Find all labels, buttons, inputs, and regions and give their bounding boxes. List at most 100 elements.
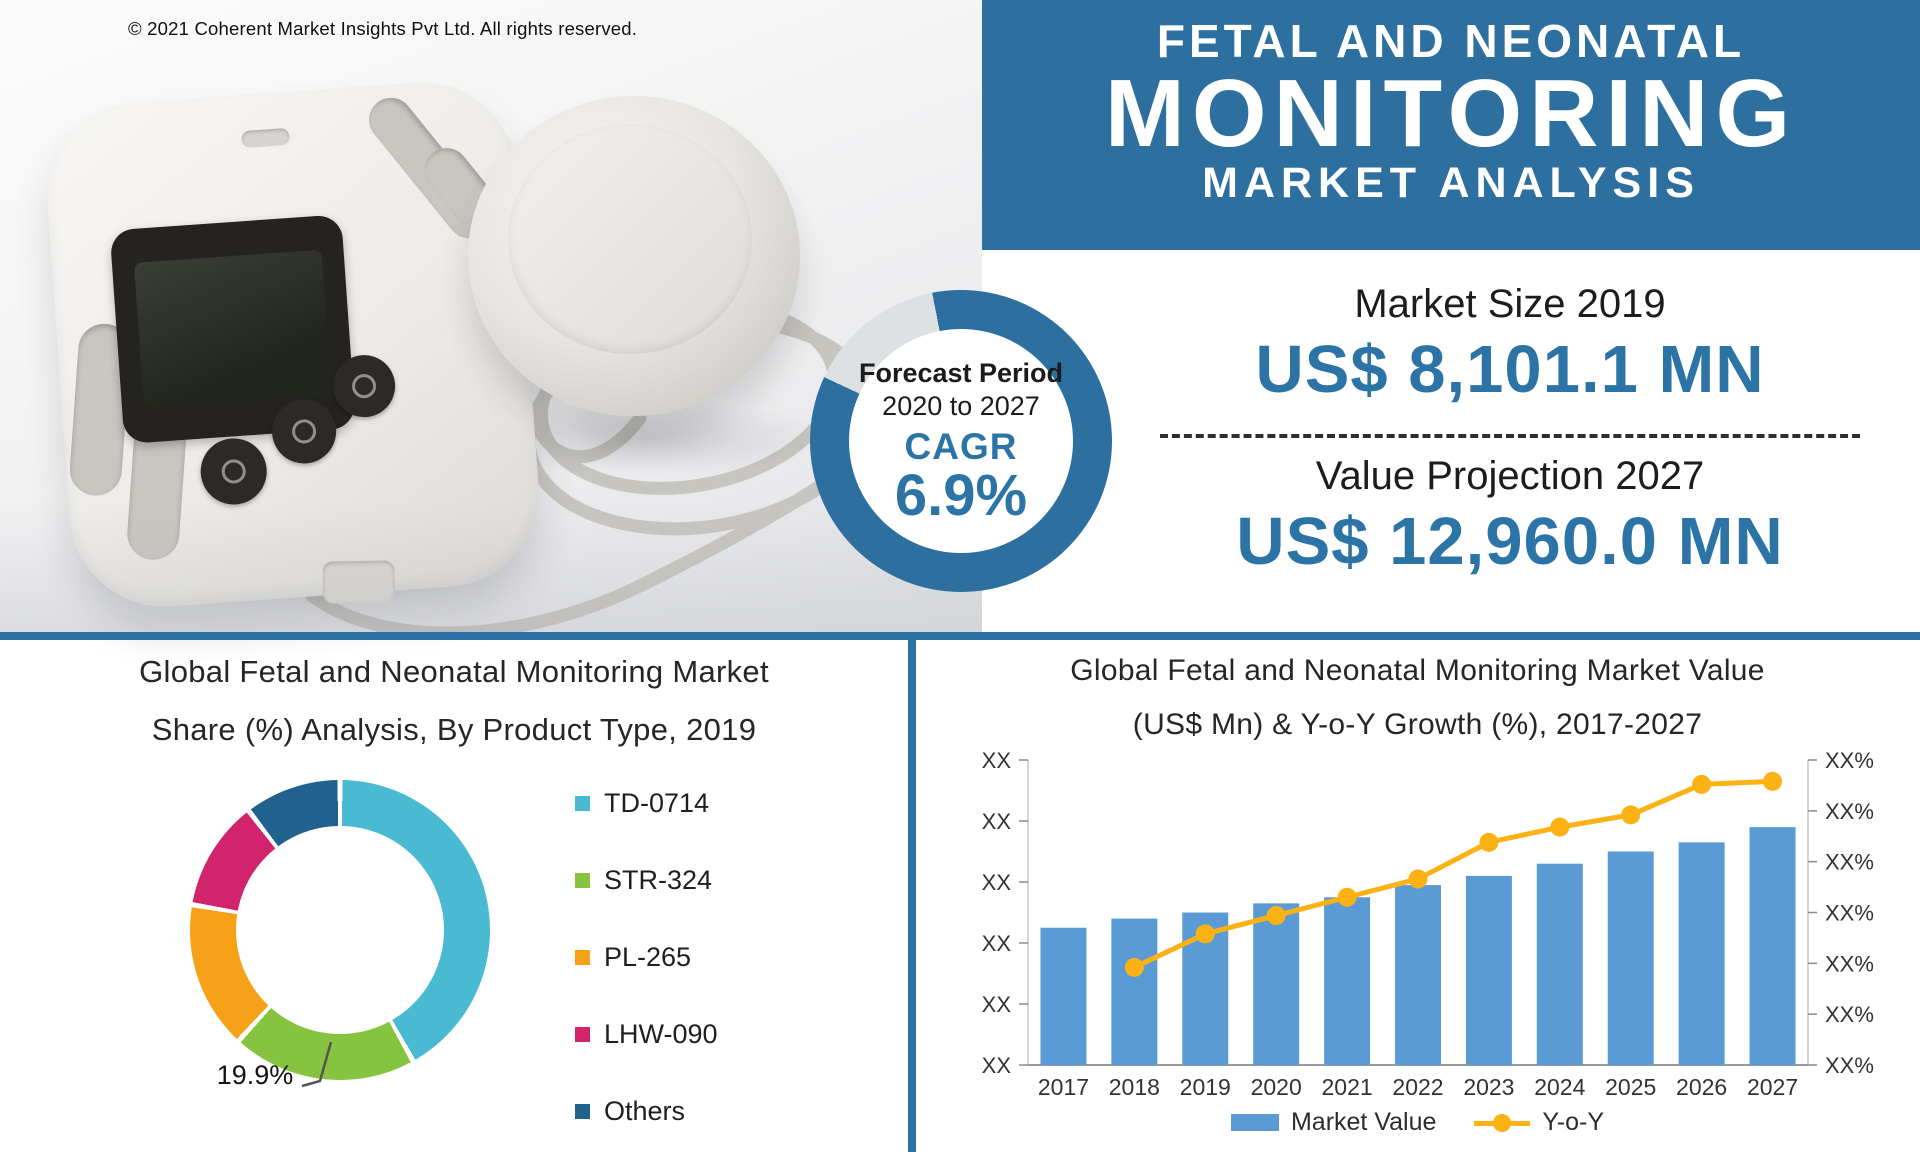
right-axis-tick-label: XX% — [1825, 850, 1874, 875]
cagr-badge-inner: Forecast Period 2020 to 2027 CAGR 6.9% — [849, 329, 1073, 553]
forecast-period-label: Forecast Period — [858, 358, 1064, 389]
right-axis-tick-label: XX% — [1825, 951, 1874, 976]
x-axis-year-label: 2017 — [1038, 1074, 1089, 1100]
ultrasound-transducer — [468, 96, 800, 416]
legend-swatch — [575, 1027, 590, 1042]
copyright-text: © 2021 Coherent Market Insights Pvt Ltd.… — [128, 18, 638, 39]
donut-legend-item: STR-324 — [575, 865, 718, 896]
market-stats: Market Size 2019 US$ 8,101.1 MN Value Pr… — [1120, 252, 1900, 632]
x-axis-year-label: 2019 — [1180, 1074, 1231, 1100]
projection-label: Value Projection 2027 — [1315, 454, 1705, 498]
title-line3: MARKET ANALYSIS — [1202, 158, 1700, 207]
right-axis-tick-label: XX% — [1825, 1002, 1874, 1027]
market-size-label: Market Size 2019 — [1354, 282, 1666, 326]
barline-chart: XX XX XX XX XX XX XX% XX% XX% XX% XX% XX% XX% 2017 201… — [982, 748, 1874, 1100]
yoy-legend-label: Y-o-Y — [1542, 1108, 1605, 1136]
product-share-chart-panel: Global Fetal and Neonatal Monitoring Mar… — [0, 640, 908, 1152]
legend-swatch — [575, 950, 590, 965]
yoy-growth-line — [1131, 778, 1776, 970]
product-photo-area: © 2021 Coherent Market Insights Pvt Ltd.… — [0, 0, 982, 632]
device-shadow — [70, 545, 510, 609]
transducer-face — [508, 124, 752, 354]
yoy-data-marker — [1337, 887, 1357, 907]
title-line1: FETAL AND NEONATAL — [1156, 15, 1746, 67]
legend-label: STR-324 — [604, 865, 713, 895]
yoy-data-marker — [1692, 774, 1712, 794]
cagr-badge: Forecast Period 2020 to 2027 CAGR 6.9% — [810, 290, 1112, 592]
yoy-data-marker — [1195, 924, 1215, 944]
market-value-bar — [1749, 827, 1796, 1065]
market-value-bar — [1395, 885, 1441, 1065]
x-axis-year-label: 2022 — [1392, 1074, 1443, 1100]
x-axis-year-label: 2020 — [1251, 1074, 1302, 1100]
legend-item-market-value: Market Value — [1230, 1108, 1437, 1137]
market-value-bar — [1607, 851, 1654, 1065]
market-size-value: US$ 8,101.1 MN — [1255, 332, 1765, 407]
market-value-bar — [1678, 842, 1725, 1065]
market-value-legend-label: Market Value — [1290, 1108, 1437, 1136]
donut-legend: TD-0714 STR-324 PL-265 LHW-090 Others — [575, 788, 718, 1127]
market-value-bar — [1324, 897, 1371, 1065]
forecast-period-range: 2020 to 2027 — [882, 391, 1040, 422]
x-axis-year-label: 2018 — [1109, 1074, 1160, 1100]
donut-hole — [236, 826, 444, 1034]
x-axis-year-label: 2025 — [1605, 1074, 1656, 1100]
x-axis-year-label: 2021 — [1322, 1074, 1373, 1100]
donut-legend-item: LHW-090 — [575, 1019, 718, 1050]
yoy-data-marker — [1763, 771, 1783, 791]
right-axis-tick-label: XX% — [1825, 748, 1874, 773]
market-value-swatch — [1230, 1114, 1279, 1131]
right-axis-tick-label: XX% — [1825, 799, 1874, 824]
donut-legend-item: TD-0714 — [575, 788, 718, 819]
device-led — [240, 127, 291, 149]
yoy-data-marker — [1479, 832, 1499, 852]
donut-chart-title-line2: Share (%) Analysis, By Product Type, 201… — [151, 712, 757, 747]
market-value-chart-panel: Global Fetal and Neonatal Monitoring Mar… — [915, 640, 1920, 1152]
market-value-bar — [1465, 875, 1512, 1065]
left-axis-tick-label: XX — [982, 870, 1012, 895]
legend-swatch — [575, 1104, 590, 1119]
legend-label: TD-0714 — [604, 788, 710, 818]
market-value-bar — [1040, 927, 1087, 1065]
left-axis-tick-label: XX — [982, 748, 1012, 773]
yoy-data-marker — [1550, 817, 1570, 837]
donut-legend-item: Others — [575, 1096, 718, 1127]
x-axis-year-label: 2023 — [1463, 1074, 1514, 1100]
title-line2: MONITORING — [1104, 60, 1798, 167]
left-axis-tick-label: XX — [982, 992, 1012, 1017]
yoy-data-marker — [1124, 957, 1144, 977]
yoy-data-marker — [1266, 906, 1286, 926]
left-axis-tick-label: XX — [982, 931, 1012, 956]
horizontal-divider — [0, 632, 1920, 640]
donut-chart — [190, 780, 490, 1080]
left-axis-tick-label: XX — [982, 809, 1012, 834]
donut-legend-item: PL-265 — [575, 942, 718, 973]
x-axis-year-label: 2024 — [1534, 1074, 1585, 1100]
yoy-data-marker — [1621, 805, 1641, 825]
cagr-value: 6.9% — [894, 463, 1028, 529]
barline-chart-title-line2: (US$ Mn) & Y-o-Y Growth (%), 2017-2027 — [1132, 708, 1703, 741]
projection-value: US$ 12,960.0 MN — [1236, 504, 1784, 579]
x-axis-year-label: 2026 — [1676, 1074, 1727, 1100]
legend-label: Others — [604, 1096, 686, 1126]
cagr-label: CAGR — [904, 426, 1018, 468]
legend-item-yoy: Y-o-Y — [1474, 1108, 1604, 1137]
vertical-divider — [908, 640, 916, 1152]
yoy-swatch — [1474, 1113, 1531, 1132]
market-value-bar — [1536, 863, 1583, 1065]
legend-swatch — [575, 796, 590, 811]
yoy-data-marker — [1408, 869, 1428, 889]
legend-label: PL-265 — [604, 942, 692, 972]
power-button-icon — [198, 436, 269, 507]
title-banner: FETAL AND NEONATAL MONITORING MARKET ANA… — [982, 0, 1920, 250]
right-axis-tick-label: XX% — [1825, 901, 1874, 926]
cable-connector — [322, 560, 396, 604]
legend-swatch — [575, 873, 590, 888]
fetal-monitor-device — [40, 76, 556, 613]
market-value-bar — [1253, 903, 1300, 1065]
dashed-divider — [1160, 434, 1860, 438]
right-axis-tick-label: XX% — [1825, 1053, 1874, 1078]
legend-label: LHW-090 — [604, 1019, 718, 1049]
barline-legend: Market Value Y-o-Y — [915, 1108, 1920, 1137]
